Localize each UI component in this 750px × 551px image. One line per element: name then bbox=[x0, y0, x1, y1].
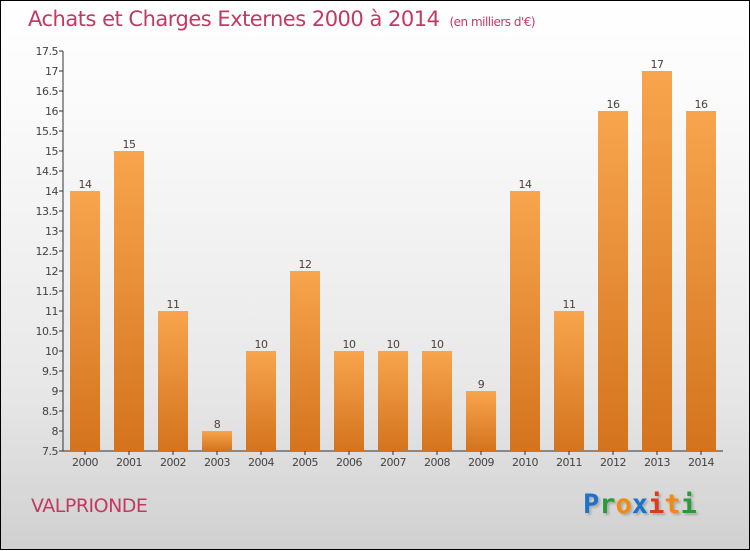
logo-letter: r bbox=[599, 489, 616, 520]
x-tick-label: 2006 bbox=[336, 456, 362, 469]
x-tick-label: 2009 bbox=[468, 456, 494, 469]
bar-2009 bbox=[466, 391, 496, 451]
bar-value-label: 15 bbox=[123, 138, 136, 151]
x-tick-label: 2014 bbox=[688, 456, 714, 469]
bar-2014 bbox=[686, 111, 716, 451]
bar-value-label: 14 bbox=[79, 178, 92, 191]
bar-2011 bbox=[554, 311, 584, 451]
logo-letter: t bbox=[664, 489, 681, 520]
y-tick-label: 17 bbox=[45, 65, 58, 78]
x-tick-label: 2000 bbox=[72, 456, 98, 469]
y-tick-label: 13 bbox=[45, 225, 58, 238]
bar-2006 bbox=[334, 351, 364, 451]
title-text: Achats et Charges Externes 2000 à 2014 bbox=[28, 7, 440, 31]
chart-title: Achats et Charges Externes 2000 à 2014 (e… bbox=[28, 7, 536, 31]
logo-letter: o bbox=[615, 489, 632, 520]
proxiti-logo: Proxiti bbox=[583, 489, 697, 520]
x-tick-label: 2010 bbox=[512, 456, 538, 469]
logo-letter: i bbox=[648, 489, 665, 520]
place-name: VALPRIONDE bbox=[31, 495, 148, 517]
bar-value-label: 17 bbox=[651, 58, 664, 71]
y-tick-label: 14.5 bbox=[36, 165, 59, 178]
y-tick-label: 9 bbox=[52, 385, 59, 398]
y-tick-label: 8 bbox=[52, 425, 59, 438]
chart-subtitle: (en milliers d'€) bbox=[449, 15, 536, 29]
bar-value-label: 11 bbox=[563, 298, 576, 311]
y-tick-label: 10.5 bbox=[36, 325, 59, 338]
x-tick-label: 2003 bbox=[204, 456, 230, 469]
bar-value-label: 16 bbox=[695, 98, 708, 111]
logo-letter: x bbox=[631, 489, 649, 520]
bar-2010 bbox=[510, 191, 540, 451]
y-tick-label: 11 bbox=[45, 305, 58, 318]
bar-value-label: 10 bbox=[431, 338, 444, 351]
bar-2001 bbox=[114, 151, 144, 451]
y-tick-label: 16.5 bbox=[36, 85, 59, 98]
x-tick-label: 2004 bbox=[248, 456, 274, 469]
y-tick-label: 7.5 bbox=[42, 445, 58, 458]
bar-2012 bbox=[598, 111, 628, 451]
x-tick-label: 2007 bbox=[380, 456, 406, 469]
y-tick-label: 15 bbox=[45, 145, 58, 158]
x-tick-label: 2005 bbox=[292, 456, 318, 469]
y-tick-label: 15.5 bbox=[36, 125, 59, 138]
bar-2008 bbox=[422, 351, 452, 451]
y-tick-label: 11.5 bbox=[36, 285, 59, 298]
y-tick-label: 14 bbox=[45, 185, 58, 198]
bar-2000 bbox=[70, 191, 100, 451]
x-tick-label: 2013 bbox=[644, 456, 670, 469]
x-tick-label: 2012 bbox=[600, 456, 626, 469]
bar-value-label: 12 bbox=[299, 258, 312, 271]
bar-value-label: 10 bbox=[387, 338, 400, 351]
bar-value-label: 10 bbox=[343, 338, 356, 351]
bar-2013 bbox=[642, 71, 672, 451]
logo-letter: i bbox=[680, 489, 697, 520]
bar-value-label: 16 bbox=[607, 98, 620, 111]
x-tick-label: 2001 bbox=[116, 456, 142, 469]
y-tick-label: 9.5 bbox=[42, 365, 58, 378]
bar-value-label: 8 bbox=[214, 418, 221, 431]
y-tick-label: 10 bbox=[45, 345, 58, 358]
y-tick-label: 17.5 bbox=[36, 45, 59, 58]
x-tick-label: 2008 bbox=[424, 456, 450, 469]
y-tick-label: 8.5 bbox=[42, 405, 58, 418]
y-tick-label: 16 bbox=[45, 105, 58, 118]
bar-value-label: 10 bbox=[255, 338, 268, 351]
y-tick-label: 12 bbox=[45, 265, 58, 278]
bar-2005 bbox=[290, 271, 320, 451]
bar-2007 bbox=[378, 351, 408, 451]
bar-value-label: 9 bbox=[478, 378, 485, 391]
bar-2002 bbox=[158, 311, 188, 451]
x-tick-label: 2011 bbox=[556, 456, 582, 469]
y-tick-label: 13.5 bbox=[36, 205, 59, 218]
logo-letter: P bbox=[583, 489, 600, 520]
bar-2003 bbox=[202, 431, 232, 451]
y-tick-label: 12.5 bbox=[36, 245, 59, 258]
bar-value-label: 11 bbox=[167, 298, 180, 311]
x-tick-label: 2002 bbox=[160, 456, 186, 469]
bar-2004 bbox=[246, 351, 276, 451]
bar-value-label: 14 bbox=[519, 178, 532, 191]
